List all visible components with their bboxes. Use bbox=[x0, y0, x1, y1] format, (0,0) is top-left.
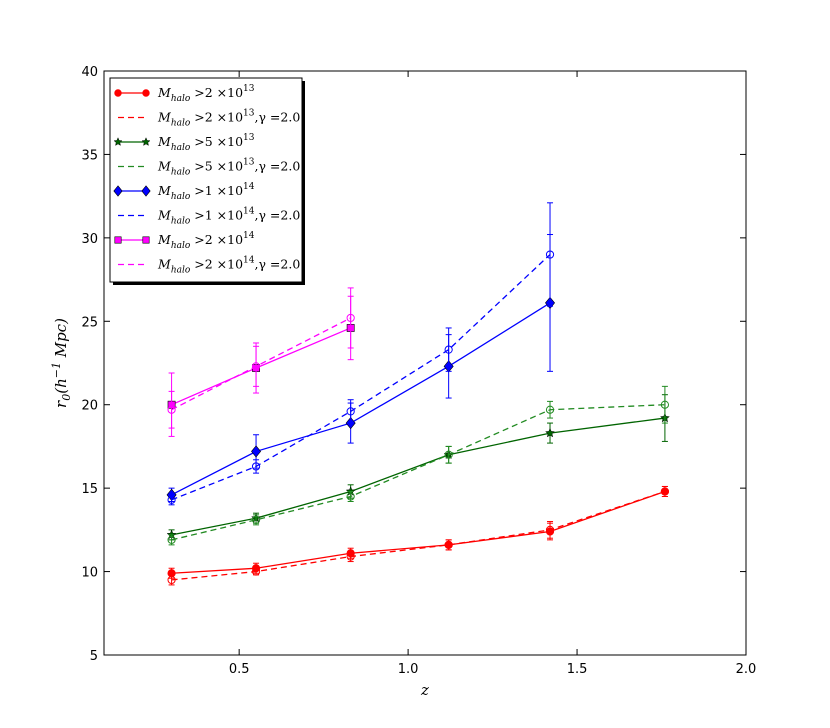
y-tick-label: 15 bbox=[81, 482, 98, 497]
data-point bbox=[167, 575, 176, 585]
data-point bbox=[251, 515, 261, 524]
series-7 bbox=[167, 287, 355, 429]
y-tick-label: 35 bbox=[81, 148, 98, 163]
data-point bbox=[167, 535, 176, 544]
data-point bbox=[444, 450, 453, 459]
legend-label: Mhalo >2 ×1013,γ =2.0 bbox=[157, 109, 300, 129]
data-point bbox=[660, 400, 670, 409]
y-tick-label: 10 bbox=[81, 566, 98, 581]
legend-marker bbox=[142, 236, 150, 244]
data-point bbox=[251, 362, 261, 371]
data-point bbox=[545, 250, 555, 259]
series-line bbox=[171, 404, 665, 541]
data-point bbox=[660, 487, 670, 496]
y-tick-label: 5 bbox=[90, 649, 98, 664]
data-point bbox=[545, 525, 555, 534]
data-point bbox=[167, 405, 176, 414]
y-tick-label: 20 bbox=[81, 399, 98, 414]
legend-box bbox=[109, 77, 303, 283]
series-1 bbox=[167, 485, 670, 586]
legend-label: Mhalo >5 ×1013,γ =2.0 bbox=[157, 158, 300, 178]
legend-marker bbox=[113, 137, 123, 146]
y-tick-label: 40 bbox=[81, 65, 98, 80]
series-3 bbox=[167, 385, 670, 546]
legend-label: Mhalo >2 ×1014,γ =2.0 bbox=[157, 256, 300, 276]
data-point bbox=[346, 492, 355, 501]
data-point bbox=[346, 552, 355, 561]
legend-label: Mhalo >1 ×1014,γ =2.0 bbox=[157, 207, 300, 227]
x-axis-label: z bbox=[420, 681, 429, 699]
data-point bbox=[251, 445, 262, 458]
axis-ticks: 0.5 1.0 1.5 2.0 5 10 15 20 25 30 35 40 bbox=[81, 65, 756, 677]
legend-marker bbox=[114, 89, 122, 97]
x-tick-label: 1.0 bbox=[398, 662, 419, 677]
data-point bbox=[167, 495, 176, 504]
data-point bbox=[251, 462, 261, 471]
data-point bbox=[545, 427, 556, 438]
legend-marker bbox=[114, 236, 122, 244]
plot-frame bbox=[103, 70, 747, 656]
legend: Mhalo >2 ×1013 Mhalo >2 ×1013,γ =2.0 Mhalo… bbox=[109, 77, 305, 285]
plot-area bbox=[166, 202, 670, 586]
data-point bbox=[346, 313, 355, 323]
data-point bbox=[444, 540, 453, 549]
legend-label: Mhalo >1 ×1014 bbox=[157, 182, 255, 202]
legend-marker bbox=[141, 185, 151, 197]
legend-label: Mhalo >2 ×1014 bbox=[157, 231, 255, 251]
legend-marker bbox=[142, 89, 150, 97]
legend-label: Mhalo >2 ×1013 bbox=[157, 84, 255, 104]
data-point bbox=[346, 407, 355, 416]
legend-marker bbox=[113, 185, 123, 197]
data-point bbox=[444, 345, 453, 354]
legend-marker bbox=[141, 137, 151, 146]
data-point bbox=[251, 567, 261, 576]
x-tick-label: 2.0 bbox=[736, 662, 757, 677]
series-5 bbox=[167, 202, 555, 506]
y-tick-label: 30 bbox=[81, 232, 98, 247]
legend-label: Mhalo >5 ×1013 bbox=[157, 133, 255, 153]
data-point bbox=[545, 405, 555, 414]
x-tick-label: 0.5 bbox=[229, 662, 250, 677]
series-line bbox=[171, 490, 666, 574]
x-tick-label: 1.5 bbox=[567, 662, 588, 677]
y-axis-label: r0(h−1 Mpc) bbox=[50, 318, 73, 408]
y-tick-label: 25 bbox=[81, 315, 98, 330]
series-line bbox=[171, 490, 666, 581]
series-line bbox=[171, 417, 665, 536]
